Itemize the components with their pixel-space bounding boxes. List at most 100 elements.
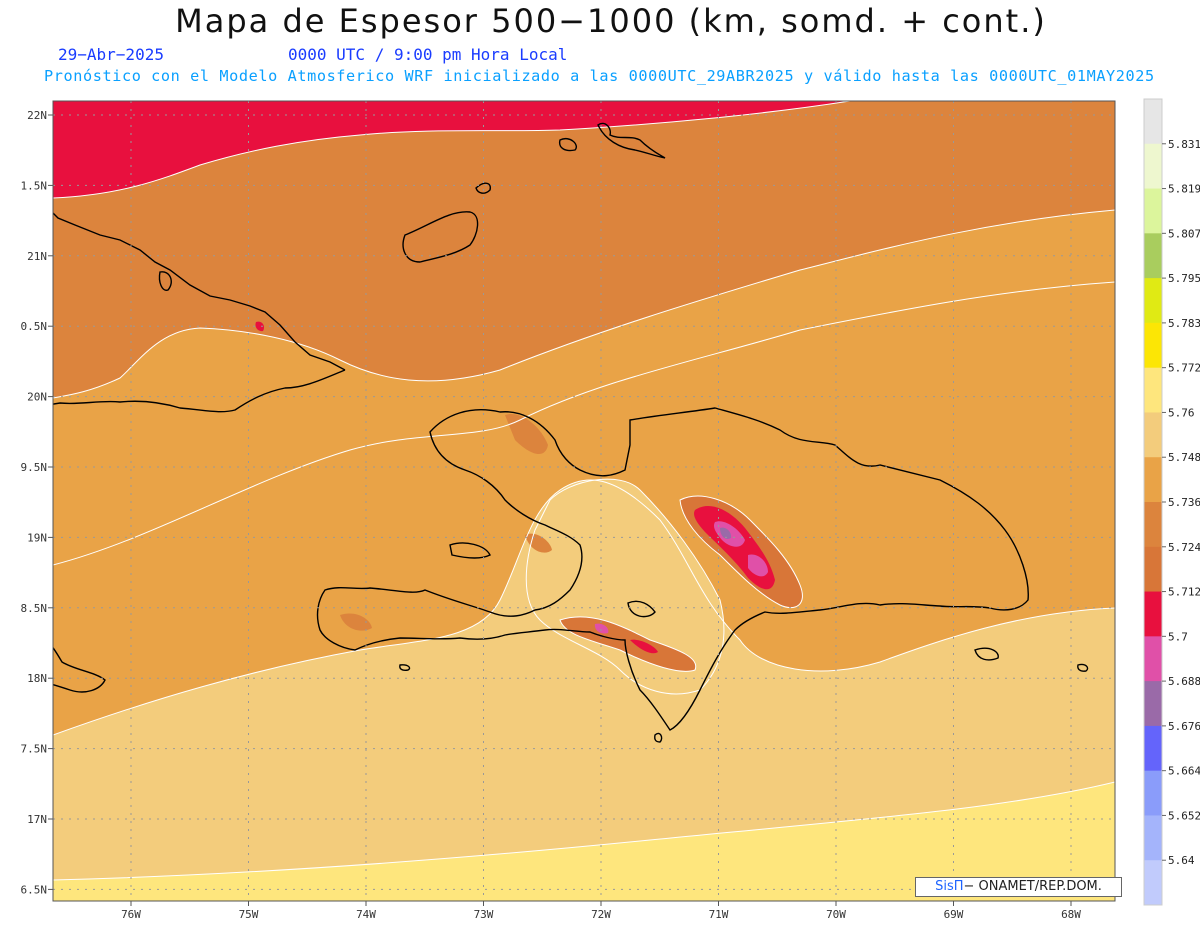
field-cell-pink-2 bbox=[748, 554, 768, 577]
legend-label: 5.664 bbox=[1168, 765, 1200, 778]
forecast-time: 0000 UTC / 9:00 pm Hora Local bbox=[288, 45, 568, 64]
legend-swatch bbox=[1144, 681, 1162, 727]
lat-label: 0.5N bbox=[21, 320, 48, 333]
lat-label: 19N bbox=[27, 531, 47, 544]
legend-swatch bbox=[1144, 725, 1162, 772]
legend-swatch bbox=[1144, 815, 1162, 861]
legend-label: 5.807 bbox=[1168, 227, 1200, 240]
legend-swatch bbox=[1144, 278, 1162, 324]
lat-label: 6.5N bbox=[21, 883, 48, 896]
contour-line bbox=[559, 616, 697, 672]
legend-label: 5.795 bbox=[1168, 272, 1200, 285]
field-patch-small-1 bbox=[505, 414, 548, 455]
field-band-yellow bbox=[53, 782, 1115, 901]
contour-line bbox=[53, 781, 1115, 881]
legend-label: 5.783 bbox=[1168, 317, 1200, 330]
lon-label: 70W bbox=[826, 908, 846, 921]
legend-label: 5.652 bbox=[1168, 809, 1200, 822]
lon-label: 75W bbox=[239, 908, 259, 921]
lon-label: 76W bbox=[121, 908, 141, 921]
field-band-medium bbox=[53, 101, 1115, 398]
credit-box: SisΠ− ONAMET/REP.DOM. bbox=[915, 877, 1122, 897]
coastline-jamaica bbox=[53, 646, 106, 693]
legend-label: 5.772 bbox=[1168, 362, 1200, 375]
field-band-red bbox=[53, 101, 850, 198]
legend-swatch bbox=[1144, 546, 1162, 593]
legend-swatch bbox=[1144, 233, 1162, 279]
contour-line bbox=[53, 209, 1115, 399]
field-cell-cuba bbox=[255, 321, 265, 332]
lon-label: 72W bbox=[591, 908, 611, 921]
field-patch-small-2 bbox=[525, 533, 552, 553]
lon-label: 73W bbox=[474, 908, 494, 921]
field-patch-small-4 bbox=[647, 525, 658, 534]
lat-label: 7.5N bbox=[21, 743, 48, 756]
legend-swatch bbox=[1144, 143, 1162, 190]
legend-swatch bbox=[1144, 591, 1162, 637]
legend-swatch bbox=[1144, 367, 1162, 413]
lat-label: 18N bbox=[27, 672, 47, 685]
legend-swatch bbox=[1144, 457, 1162, 503]
lat-label: 1.5N bbox=[21, 179, 48, 192]
map-title: Mapa de Espesor 500−1000 (km, somd. + co… bbox=[175, 2, 1047, 40]
coastline-lake bbox=[627, 600, 656, 618]
contour-line bbox=[53, 281, 1115, 566]
legend-label: 5.748 bbox=[1168, 451, 1200, 464]
coastline-beata bbox=[654, 732, 663, 743]
lat-label: 22N bbox=[27, 109, 47, 122]
lat-label: 17N bbox=[27, 813, 47, 826]
legend-label: 5.688 bbox=[1168, 675, 1200, 688]
field-patch-central bbox=[526, 479, 724, 694]
legend-label: 5.76 bbox=[1168, 406, 1195, 419]
legend-swatch bbox=[1144, 322, 1162, 369]
coastline-mayaguana bbox=[475, 182, 492, 194]
coastlines bbox=[53, 122, 1089, 743]
field-cell-red-2 bbox=[630, 639, 658, 654]
credit-text: − ONAMET/REP.DOM. bbox=[963, 879, 1102, 894]
field-band-light bbox=[53, 480, 1115, 880]
legend-swatch bbox=[1144, 99, 1162, 145]
coastline-caicos bbox=[558, 122, 666, 159]
legend-swatch bbox=[1144, 636, 1162, 682]
coastline-saona bbox=[974, 647, 999, 661]
coastline-mona bbox=[1077, 663, 1089, 672]
lat-label: 21N bbox=[27, 250, 47, 263]
contour-line bbox=[53, 101, 851, 199]
legend-label: 5.736 bbox=[1168, 496, 1200, 509]
contour-line bbox=[53, 479, 1115, 736]
model-description: Pronóstico con el Modelo Atmosferico WRF… bbox=[44, 67, 1155, 85]
credit-brand: SisΠ bbox=[935, 879, 964, 894]
field-cell-massif bbox=[560, 616, 696, 672]
field-patch-small-3 bbox=[340, 613, 372, 631]
lat-label: 9.5N bbox=[21, 461, 48, 474]
legend-swatch bbox=[1144, 502, 1162, 548]
contour-lines bbox=[53, 101, 1115, 881]
latitude-axis: 22N 1.5N 21N 0.5N 20N 9.5N 19N 8.5N 18N 7.5N 17N 6.… bbox=[21, 109, 53, 896]
legend-label: 5.724 bbox=[1168, 541, 1200, 554]
legend-label: 5.676 bbox=[1168, 720, 1200, 733]
legend-label: 5.712 bbox=[1168, 586, 1200, 599]
contour-line bbox=[679, 495, 803, 609]
field-cell-purple-1 bbox=[720, 527, 732, 539]
lat-label: 20N bbox=[27, 391, 47, 404]
legend-label: 5.831 bbox=[1168, 138, 1200, 151]
map-frame bbox=[52, 100, 1116, 902]
lon-label: 69W bbox=[944, 908, 964, 921]
coastline-navassa bbox=[399, 664, 411, 671]
coastline-cuba-keys bbox=[158, 271, 172, 291]
lon-label: 74W bbox=[356, 908, 376, 921]
coastline-cuba-south bbox=[53, 369, 346, 413]
coastline-gonave bbox=[449, 542, 491, 559]
coastline-hispaniola bbox=[316, 407, 1029, 731]
legend-swatch bbox=[1144, 860, 1162, 906]
graticule bbox=[53, 101, 1115, 901]
legend-label: 5.7 bbox=[1168, 630, 1188, 643]
legend-label: 5.819 bbox=[1168, 183, 1200, 196]
field-cell-pink-3 bbox=[594, 623, 609, 634]
longitude-axis: 76W 75W 74W 73W 72W 71W 70W 69W 68W bbox=[121, 901, 1081, 921]
lat-label: 8.5N bbox=[21, 602, 48, 615]
color-legend: 5.831 5.819 5.807 5.795 5.783 5.772 5.76 5.748 5… bbox=[1143, 98, 1200, 906]
coastline-inagua bbox=[402, 211, 479, 263]
coastline-cuba-north bbox=[53, 212, 346, 371]
